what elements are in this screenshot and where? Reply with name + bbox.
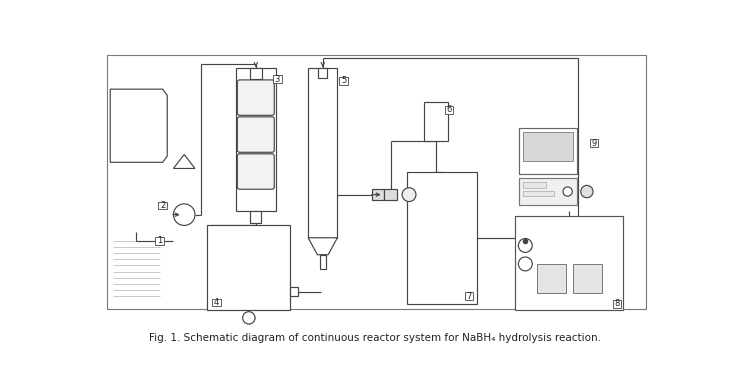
Text: 1: 1	[157, 236, 163, 245]
Text: 6: 6	[447, 105, 452, 114]
Circle shape	[580, 185, 593, 198]
Bar	[158, 202, 167, 209]
Text: Fig. 1. Schematic diagram of continuous reactor system for NaBH₄ hydrolysis reac: Fig. 1. Schematic diagram of continuous …	[149, 333, 601, 343]
Bar	[465, 292, 474, 300]
Bar	[523, 182, 546, 188]
Bar	[207, 225, 291, 310]
Bar	[523, 191, 554, 196]
Bar	[384, 189, 397, 200]
Text: 3: 3	[274, 74, 280, 83]
Bar	[515, 216, 623, 310]
Bar	[318, 68, 327, 78]
Bar	[308, 68, 337, 238]
Text: 8: 8	[614, 300, 619, 308]
Bar	[340, 77, 348, 85]
Text: 2: 2	[160, 201, 165, 210]
Bar	[613, 300, 621, 308]
Polygon shape	[308, 238, 337, 255]
Bar	[273, 75, 282, 83]
FancyBboxPatch shape	[237, 80, 274, 115]
Circle shape	[173, 204, 195, 225]
Bar	[523, 131, 573, 161]
Bar	[445, 106, 453, 114]
Circle shape	[563, 187, 572, 196]
Circle shape	[402, 188, 416, 202]
Bar	[408, 172, 477, 304]
Circle shape	[243, 312, 255, 324]
FancyBboxPatch shape	[237, 117, 274, 152]
Bar	[212, 299, 221, 306]
Bar	[320, 255, 326, 269]
Bar	[537, 264, 566, 293]
Bar	[425, 102, 447, 141]
Bar	[519, 178, 577, 205]
Bar	[155, 237, 164, 245]
Circle shape	[518, 239, 532, 252]
Bar	[236, 68, 276, 211]
Bar	[291, 287, 298, 296]
Bar	[107, 55, 646, 308]
Bar	[519, 128, 577, 174]
FancyBboxPatch shape	[237, 154, 274, 189]
Bar	[589, 139, 598, 147]
Text: 5: 5	[341, 76, 346, 85]
Bar	[372, 189, 384, 200]
Polygon shape	[111, 89, 167, 162]
Circle shape	[518, 257, 532, 271]
Text: 4: 4	[214, 298, 219, 307]
Text: 7: 7	[466, 292, 472, 301]
Text: 9: 9	[591, 138, 597, 147]
Polygon shape	[173, 154, 195, 168]
Bar	[250, 68, 262, 79]
Bar	[250, 211, 261, 223]
Bar	[573, 264, 602, 293]
